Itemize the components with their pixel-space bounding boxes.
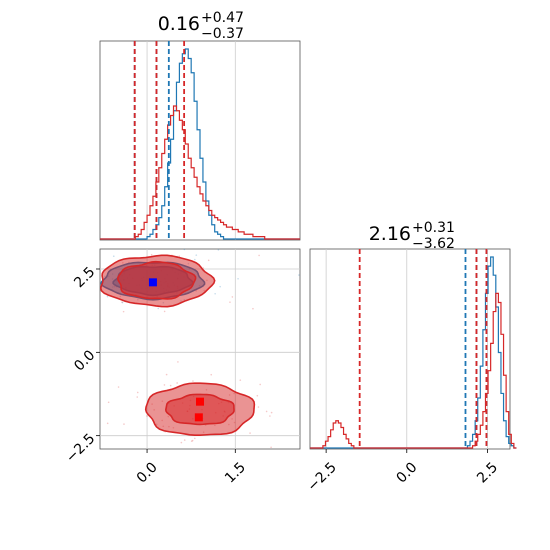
marginal-1-title-plus: +0.47: [201, 10, 244, 26]
joint-sample-point: [183, 248, 186, 251]
marginal-1-title-value: 0.16: [158, 13, 200, 35]
joint-sample-point: [191, 439, 194, 442]
joint-contour-panel: 0.0 1.5 2.5 0.0 −2.5: [63, 248, 301, 487]
joint-sample-point: [190, 440, 193, 442]
joint-sample-point: [192, 380, 194, 382]
joint-sample-point: [150, 253, 153, 256]
joint-sample-point: [136, 396, 139, 398]
joint-sample-point: [163, 310, 166, 313]
joint-sample-point: [257, 406, 260, 408]
joint-series-0-best-fit-marker-0: [148, 278, 157, 287]
joint-sample-point: [177, 361, 179, 363]
joint-sample-point: [122, 310, 125, 313]
joint-sample-point: [239, 379, 242, 381]
joint-sample-point: [123, 423, 125, 425]
joint-sample-point: [237, 277, 239, 280]
joint-sample-point: [258, 254, 260, 257]
joint-sample-point: [214, 292, 216, 295]
joint-sample-point: [136, 391, 139, 394]
joint-sample-point: [193, 437, 196, 440]
joint-sample-point: [259, 383, 261, 386]
joint-sample-point: [157, 307, 160, 310]
joint-series-1-best-fit-marker-0: [196, 397, 204, 406]
joint-sample-point: [270, 411, 273, 414]
joint-sample-point: [252, 307, 254, 310]
joint-sample-point: [165, 373, 168, 376]
marginal-1-series-0-step: [100, 48, 300, 240]
joint-sample-point: [107, 401, 110, 404]
marginal-1-series-1-step: [100, 105, 300, 240]
joint-sample-point: [176, 382, 178, 384]
marginal-2-xtick-label-2: 2.5: [474, 459, 501, 486]
joint-sample-point: [231, 296, 234, 298]
joint-sample-point: [112, 255, 115, 257]
marginal-histogram-1: [99, 40, 301, 241]
joint-sample-point: [202, 267, 205, 269]
joint-sample-point: [210, 373, 213, 376]
marginal-2-title-value: 2.16: [369, 223, 411, 245]
joint-sample-point: [180, 441, 183, 444]
joint-sample-point: [256, 394, 259, 397]
joint-sample-point: [229, 301, 231, 303]
joint-sample-point: [207, 259, 210, 262]
joint-sample-point: [117, 386, 120, 388]
joint-sample-point: [169, 384, 172, 387]
marginal-histogram-2: −2.5 0.0 2.5: [305, 248, 517, 495]
joint-sample-point: [270, 446, 272, 449]
joint-series-1-mode-1-inner-contour: [165, 393, 235, 426]
joint-xtick-label-1: 1.5: [222, 459, 249, 486]
marginal-2-title-minus: −3.62: [412, 236, 455, 252]
joint-sample-point: [249, 432, 251, 434]
marginal-2-title-plus: +0.31: [412, 220, 455, 236]
joint-sample-point: [217, 249, 220, 251]
joint-sample-point: [193, 258, 196, 261]
joint-ytick-label-1: 0.0: [71, 347, 98, 374]
joint-sample-point: [163, 384, 166, 386]
joint-sample-point: [121, 301, 124, 304]
joint-sample-point: [195, 254, 198, 256]
marginal-2-xtick-label-0: −2.5: [305, 459, 340, 494]
joint-sample-point: [298, 274, 300, 276]
marginal-2-xtick-label-1: 0.0: [393, 459, 420, 486]
marginal-histogram-1-frame: [99, 40, 301, 241]
joint-sample-point: [106, 295, 109, 298]
joint-sample-point: [106, 422, 109, 425]
joint-ytick-label-2: −2.5: [63, 431, 98, 466]
joint-sample-point: [219, 285, 221, 288]
joint-xtick-label-0: 0.0: [134, 459, 161, 486]
marginal-histogram-2-frame: [309, 248, 511, 450]
joint-sample-point: [183, 439, 186, 441]
joint-sample-point: [178, 255, 181, 258]
joint-sample-point: [269, 415, 271, 417]
joint-sample-point: [265, 410, 268, 413]
joint-panel-frame: [99, 248, 301, 450]
marginal-2-series-1-step: [310, 292, 517, 449]
joint-ytick-label-0: 2.5: [71, 264, 98, 291]
marginal-1-title-minus: −0.37: [201, 26, 244, 42]
joint-sample-point: [146, 415, 148, 417]
joint-sample-point: [121, 301, 123, 303]
joint-series-1-best-fit-marker-1: [194, 413, 203, 422]
marginal-2-series-0-step: [310, 256, 517, 449]
